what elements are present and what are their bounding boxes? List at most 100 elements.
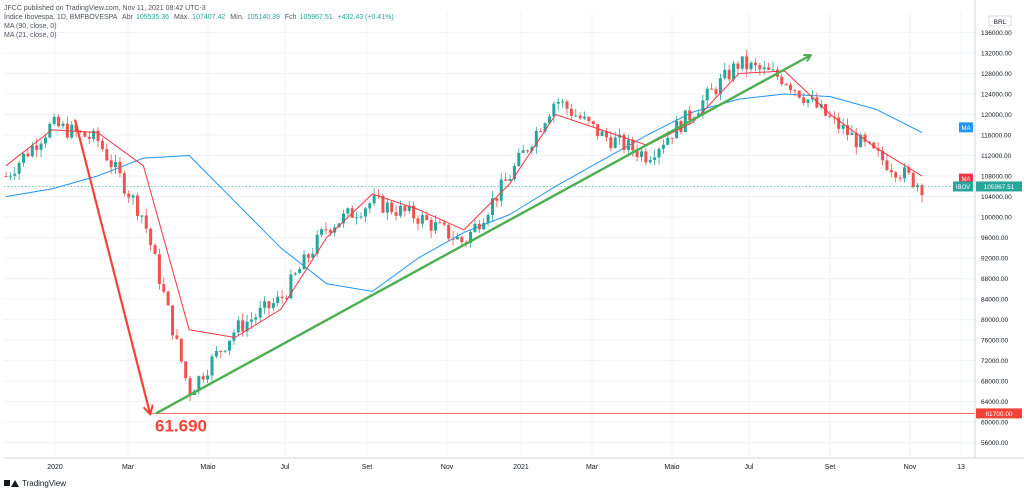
candle-body [306, 254, 310, 258]
ma21-line [5, 70, 923, 338]
y-tick-label: 56000.00 [981, 440, 1008, 447]
y-tick-label: 132000.00 [981, 51, 1012, 58]
y-tick-label: 100000.00 [981, 215, 1012, 222]
high-value: 107407.42 [192, 14, 226, 21]
candle-body [885, 160, 889, 171]
ma21-legend[interactable]: MA (21, close, 0) [4, 32, 57, 39]
candle-body [149, 228, 153, 246]
candle-body [547, 116, 551, 124]
candle-body [425, 215, 429, 220]
candle-body [302, 254, 306, 270]
y-tick-label: 112000.00 [981, 153, 1012, 160]
candle-body [30, 145, 34, 157]
candle-body [552, 103, 556, 117]
candle-body [293, 273, 297, 275]
price-badge-bg [976, 181, 1022, 192]
candle-body [223, 350, 227, 352]
candle-body [574, 115, 578, 117]
y-tick-label: 88000.00 [981, 276, 1008, 283]
candle-body [640, 151, 644, 157]
candle-body [526, 150, 530, 152]
open-value: 105535.36 [135, 14, 170, 21]
y-tick-label: 68000.00 [981, 379, 1008, 386]
candle-body [841, 125, 845, 129]
y-tick-label: 124000.00 [981, 92, 1012, 99]
candle-body [780, 76, 784, 84]
candle-body [837, 117, 841, 129]
candle-body [447, 224, 451, 239]
candle-body [109, 160, 113, 168]
candle-body [740, 56, 744, 69]
candle-body [114, 161, 118, 168]
low-level-badge-value: 61700.00 [985, 411, 1012, 418]
low-label: Mín. [230, 14, 244, 21]
candle-body [276, 296, 280, 304]
candle-body [232, 332, 236, 341]
candle-body [131, 195, 135, 198]
x-tick-label: Maio [200, 464, 215, 471]
y-tick-label: 136000.00 [981, 30, 1012, 37]
x-tick-label: Nov [441, 464, 454, 471]
candle-body [175, 335, 179, 339]
candle-body [206, 375, 210, 380]
plot-background [4, 12, 975, 458]
tradingview-footer[interactable]: TradingView [4, 478, 66, 488]
x-tick-label: Mar [122, 464, 135, 471]
candle-body [907, 167, 911, 173]
low-annotation: 61.690 [155, 416, 207, 435]
candle-body [653, 157, 657, 160]
ma21-tag-label: MA [962, 177, 971, 183]
candle-body [219, 350, 223, 352]
candle-body [727, 69, 731, 80]
candle-body [184, 361, 188, 379]
candle-body [600, 131, 604, 136]
ma90-line [5, 93, 923, 292]
candle-body [17, 162, 21, 174]
candle-body [867, 141, 871, 143]
ma90-legend[interactable]: MA (90, close, 0) [4, 23, 57, 30]
candle-body [315, 234, 319, 254]
candle-body [828, 115, 832, 117]
candle-body [372, 195, 376, 204]
candle-body [4, 176, 8, 178]
candle-body [144, 215, 148, 229]
candle-body [438, 222, 442, 224]
y-tick-label: 64000.00 [981, 399, 1008, 406]
candle-body [416, 218, 420, 224]
candle-body [736, 63, 740, 69]
candle-body [771, 69, 775, 71]
candle-body [688, 110, 692, 120]
tradingview-logo-icon [4, 478, 19, 488]
tradingview-brand: TradingView [22, 478, 67, 488]
candle-body [539, 130, 543, 132]
candle-body [153, 245, 157, 255]
candle-body [609, 137, 613, 148]
candle-body [850, 132, 854, 135]
candle-body [241, 320, 245, 332]
candle-body [394, 212, 398, 216]
candle-body [442, 222, 446, 225]
drop-arrow [73, 119, 150, 414]
candle-body [762, 67, 766, 70]
candle-body [271, 303, 275, 309]
candle-body [644, 151, 648, 163]
candle-body [898, 177, 902, 179]
candle-body [135, 195, 139, 216]
x-tick-label: Mar [586, 464, 599, 471]
candle-body [188, 378, 192, 396]
candle-body [477, 223, 481, 230]
chart-header: JFCC published on TradingView.com, Nov 1… [4, 4, 397, 40]
candle-body [622, 134, 626, 151]
symbol-legend[interactable]: Índice Ibovespa, 1D, BMFBOVESPA Abr 10553… [4, 13, 397, 22]
candle-body [385, 202, 389, 213]
candle-body [298, 269, 302, 274]
candle-body [460, 236, 464, 243]
candle-body [789, 84, 793, 90]
candle-body [920, 185, 924, 196]
ma21-layer [5, 70, 923, 338]
candle-body [267, 301, 271, 309]
candle-body [254, 317, 258, 320]
ma90-layer [5, 93, 923, 292]
